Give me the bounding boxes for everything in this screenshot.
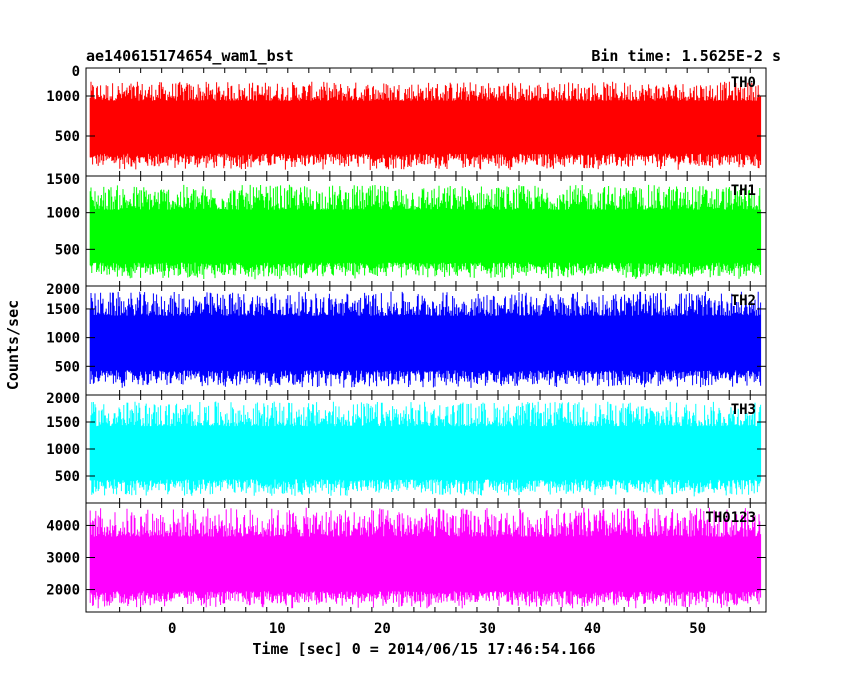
x-tick-label: 40 <box>584 621 601 637</box>
x-tick-label: 10 <box>269 621 286 637</box>
y-tick-label: 1000 <box>46 89 80 105</box>
x-tick-label: 50 <box>689 621 706 637</box>
series-th2-core <box>90 315 761 371</box>
y-tick-label: 3000 <box>46 551 80 567</box>
y-tick-label: 1000 <box>46 442 80 458</box>
y-tick-label: 1000 <box>46 206 80 222</box>
y-tick-label: 2000 <box>46 391 80 407</box>
series-th0123-core <box>90 536 761 592</box>
y-tick-label: 500 <box>55 242 80 258</box>
panel-label-th0123: TH0123 <box>705 510 756 526</box>
y-tick-label: 1500 <box>46 415 80 431</box>
y-tick-label: 500 <box>55 359 80 375</box>
x-axis-label: Time [sec] 0 = 2014/06/15 17:46:54.166 <box>252 640 595 658</box>
series-th0-core <box>90 100 761 154</box>
y-tick-label: 4000 <box>46 518 80 534</box>
panel-label-th1: TH1 <box>731 183 756 199</box>
panel-label-th3: TH3 <box>731 402 756 418</box>
y-tick-label: 2000 <box>46 583 80 599</box>
x-tick-label: 20 <box>374 621 391 637</box>
y-tick-label: 2000 <box>46 282 80 298</box>
panel-label-th0: TH0 <box>731 75 756 91</box>
y-tick-label: 500 <box>55 469 80 485</box>
panel-label-th2: TH2 <box>731 293 756 309</box>
y-tick-label: 1500 <box>46 172 80 188</box>
chart-title-right: Bin time: 1.5625E-2 s <box>591 47 781 65</box>
chart-title-left: ae140615174654_wam1_bst <box>86 47 294 65</box>
x-tick-label: 30 <box>479 621 496 637</box>
y-tick-label: 500 <box>55 129 80 145</box>
series-th3-core <box>90 426 761 480</box>
y-tick-label: 1500 <box>46 302 80 318</box>
y-tick-label: 0 <box>72 64 80 80</box>
y-tick-label: 1000 <box>46 331 80 347</box>
y-axis-label: Counts/sec <box>4 300 22 390</box>
x-tick-label: 0 <box>168 621 176 637</box>
series-th1-core <box>90 209 761 263</box>
